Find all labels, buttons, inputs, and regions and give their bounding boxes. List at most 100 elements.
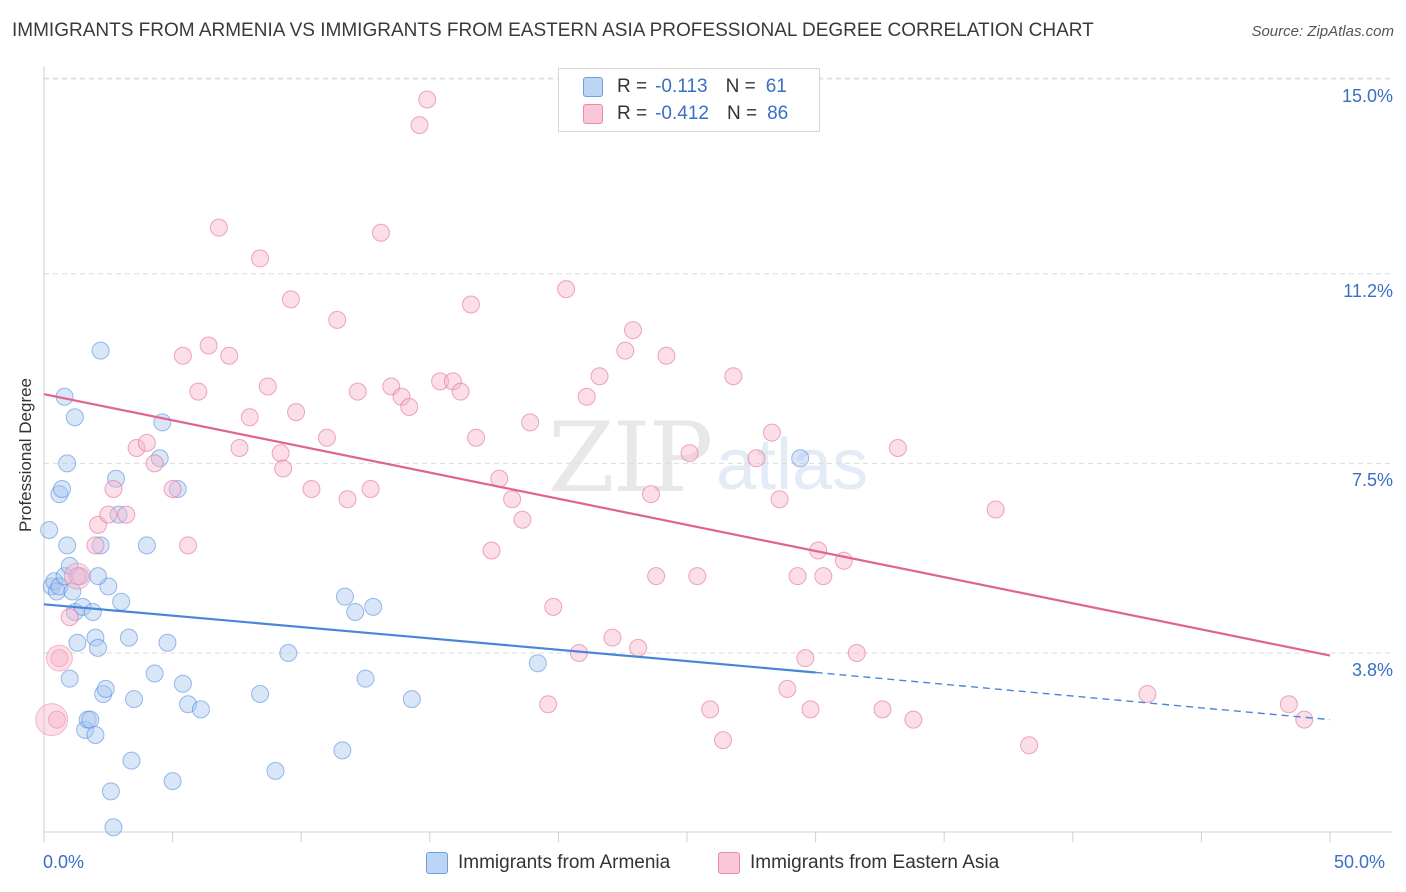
- bottom-legend-swatch-eastern-asia: [718, 852, 740, 874]
- data-point: [603, 628, 622, 647]
- legend-n-label: N =: [725, 76, 756, 97]
- bottom-legend-label-armenia: Immigrants from Armenia: [458, 852, 671, 873]
- data-point: [251, 249, 270, 268]
- data-point: [127, 439, 146, 457]
- legend-n-value: 61: [765, 76, 787, 97]
- data-point: [986, 500, 1005, 519]
- y-tick-label: 7.5%: [1351, 470, 1393, 491]
- data-point: [76, 720, 95, 739]
- data-point: [251, 685, 270, 703]
- data-point: [333, 741, 352, 760]
- data-point: [125, 690, 144, 709]
- legend-swatch-armenia: [583, 77, 603, 97]
- legend-row-eastern-asia: R = -0.412 N = 86: [583, 102, 788, 126]
- data-point: [58, 536, 77, 555]
- data-point: [60, 608, 79, 627]
- data-point: [328, 310, 347, 329]
- data-point: [42, 577, 61, 596]
- bottom-legend-eastern-asia: Immigrants from Eastern Asia: [718, 852, 999, 874]
- series-armenia: [40, 341, 810, 837]
- data-point: [86, 628, 105, 647]
- data-point: [240, 408, 259, 427]
- watermark-atlas: atlas: [716, 425, 869, 505]
- data-point: [629, 638, 648, 657]
- data-point: [371, 223, 390, 242]
- data-point: [904, 710, 923, 729]
- data-point: [348, 382, 367, 401]
- data-point: [274, 459, 293, 478]
- data-point: [791, 449, 810, 468]
- data-point: [158, 633, 177, 652]
- data-point: [482, 541, 501, 560]
- data-point: [68, 633, 87, 652]
- data-point: [641, 485, 660, 504]
- data-point-large: [35, 703, 69, 737]
- data-point: [266, 761, 285, 780]
- source-label: Source: ZipAtlas.com: [1251, 23, 1394, 40]
- data-point: [199, 336, 218, 355]
- data-point: [50, 649, 69, 668]
- x-tick-label-max: 50.0%: [1334, 852, 1386, 872]
- data-point: [513, 510, 532, 529]
- data-point: [335, 587, 354, 606]
- data-point: [271, 444, 290, 463]
- data-point: [68, 567, 87, 586]
- data-point: [55, 567, 74, 586]
- data-point: [557, 280, 576, 299]
- data-point: [58, 454, 77, 473]
- data-point: [1020, 736, 1039, 755]
- data-point: [356, 669, 375, 688]
- data-point: [521, 413, 540, 432]
- data-point: [418, 90, 437, 109]
- data-point: [688, 567, 707, 586]
- data-point: [346, 603, 365, 621]
- legend-swatch-eastern-asia: [583, 104, 603, 124]
- data-point: [91, 341, 110, 360]
- data-point: [410, 116, 429, 135]
- bottom-legend-swatch-armenia: [426, 852, 448, 874]
- data-point: [361, 480, 380, 498]
- data-point: [47, 582, 66, 601]
- trend-lines: [43, 393, 1331, 721]
- data-point: [112, 592, 131, 611]
- data-point: [657, 346, 676, 365]
- data-point: [40, 521, 59, 539]
- data-point: [392, 387, 411, 406]
- data-point: [1295, 710, 1314, 729]
- data-point: [107, 469, 126, 488]
- data-point: [302, 480, 321, 498]
- data-point: [847, 644, 866, 662]
- data-point: [338, 490, 357, 509]
- data-point: [747, 449, 766, 468]
- data-point: [168, 480, 187, 498]
- data-point: [81, 710, 100, 729]
- y-tick-label: 3.8%: [1351, 660, 1393, 680]
- data-point: [762, 423, 781, 442]
- data-point: [101, 782, 120, 801]
- chart-title: IMMIGRANTS FROM ARMENIA VS IMMIGRANTS FR…: [12, 20, 1094, 41]
- data-point: [109, 505, 128, 524]
- data-point: [89, 638, 108, 657]
- data-point: [590, 367, 609, 386]
- legend-r-label: R =: [617, 76, 648, 97]
- data-point: [173, 674, 192, 693]
- data-point: [467, 428, 486, 447]
- trend-line: [43, 603, 816, 674]
- y-tick-label: 15.0%: [1341, 86, 1393, 106]
- data-point: [50, 485, 69, 504]
- data-point: [888, 439, 907, 457]
- data-point-large: [63, 562, 91, 590]
- legend-n-label: N =: [726, 103, 758, 124]
- data-point: [503, 490, 522, 509]
- data-point: [451, 382, 470, 401]
- data-point: [724, 367, 743, 386]
- data-point: [117, 505, 136, 524]
- y-tick-label: 11.2%: [1343, 280, 1393, 301]
- legend-r-value: -0.113: [655, 76, 708, 97]
- data-point: [209, 218, 228, 237]
- data-point: [701, 700, 720, 719]
- data-point: [279, 644, 298, 662]
- data-point: [317, 428, 336, 447]
- data-point: [86, 536, 105, 555]
- data-point: [137, 433, 156, 452]
